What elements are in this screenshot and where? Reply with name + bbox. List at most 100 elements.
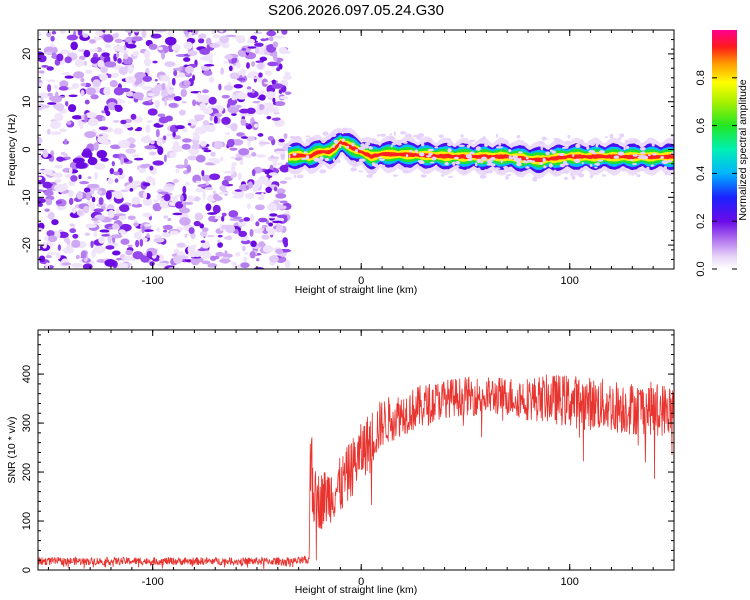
noise-blob — [85, 191, 92, 201]
track-speckle — [440, 174, 445, 177]
track-speckle — [589, 174, 593, 179]
track-speckle — [619, 133, 625, 138]
noise-blob — [115, 52, 120, 58]
noise-blob — [205, 181, 210, 186]
noise-blob — [255, 192, 267, 195]
noise-blob — [231, 94, 237, 101]
noise-blob — [241, 245, 246, 252]
noise-blob — [117, 262, 129, 269]
noise-blob — [94, 171, 98, 180]
noise-blob — [209, 173, 221, 181]
snr-frame — [37, 329, 675, 571]
noise-blob — [208, 76, 215, 83]
noise-blob — [61, 72, 71, 75]
noise-blob — [215, 251, 225, 257]
noise-blob — [165, 115, 173, 122]
track-speckle — [431, 156, 437, 161]
noise-blob — [212, 190, 216, 194]
noise-blob — [251, 152, 257, 157]
noise-blob — [95, 30, 104, 36]
noise-blob — [197, 38, 205, 44]
noise-blob — [99, 229, 110, 233]
noise-blob — [125, 148, 136, 154]
noise-blob — [249, 228, 254, 237]
track-speckle — [586, 145, 590, 150]
track-speckle — [482, 136, 486, 140]
noise-blob — [182, 185, 187, 194]
noise-blob — [152, 160, 164, 166]
noise-blob — [209, 43, 220, 49]
track-speckle — [436, 167, 441, 172]
snr-y-tick-label: 0 — [21, 567, 33, 573]
track-speckle — [671, 151, 674, 154]
track-speckle — [486, 169, 493, 174]
noise-blob — [246, 74, 255, 79]
noise-blob — [203, 149, 212, 153]
track-speckle — [339, 143, 342, 149]
noise-blob — [169, 152, 177, 158]
noise-blob — [226, 235, 232, 241]
noise-blob — [275, 224, 284, 233]
noise-blob — [268, 36, 274, 42]
track-speckle — [469, 151, 475, 155]
noise-blob — [44, 190, 54, 197]
noise-blob — [228, 210, 239, 218]
noise-blob — [285, 210, 290, 215]
noise-blob — [199, 223, 205, 229]
noise-blob — [274, 150, 286, 155]
noise-blob — [38, 255, 46, 263]
noise-blob — [187, 245, 196, 254]
noise-blob — [260, 38, 267, 42]
snr-panel: -100 0 100 0 100 200 300 400 Height of straight… — [6, 329, 675, 596]
track-speckle — [393, 131, 396, 137]
noise-blob — [239, 112, 248, 117]
noise-blob — [194, 253, 201, 258]
noise-blob — [103, 86, 111, 96]
track-speckle — [419, 152, 425, 157]
noise-blob — [116, 192, 124, 199]
colorbar-gradient — [712, 30, 737, 269]
noise-blob — [162, 135, 167, 141]
noise-blob — [132, 251, 144, 260]
track-speckle — [402, 170, 409, 174]
noise-blob — [194, 114, 206, 118]
track-speckle — [479, 174, 487, 179]
noise-blob — [61, 262, 72, 266]
track-speckle — [301, 157, 307, 160]
noise-blob — [183, 80, 191, 86]
noise-blob — [167, 218, 172, 222]
noise-blob — [55, 103, 65, 112]
noise-blob — [120, 238, 130, 245]
noise-blob — [51, 96, 62, 103]
noise-blob — [93, 163, 106, 170]
spectrogram-y-axis-label: Frequency (Hz) — [6, 114, 18, 186]
track-speckle — [296, 174, 304, 179]
noise-blob — [256, 258, 260, 262]
noise-blob — [132, 153, 139, 158]
noise-blob — [72, 233, 79, 239]
noise-blob — [187, 50, 198, 56]
noise-blob — [221, 94, 230, 99]
track-speckle — [507, 170, 514, 173]
noise-blob — [203, 64, 215, 67]
noise-blob — [80, 250, 87, 259]
noise-blob — [77, 30, 83, 36]
track-speckle — [516, 135, 521, 139]
track-speckle — [349, 160, 357, 165]
noise-blob — [113, 127, 124, 135]
track-speckle — [502, 166, 509, 169]
noise-blob — [66, 34, 79, 41]
noise-blob — [162, 224, 173, 230]
noise-blob — [59, 80, 69, 88]
track-speckle — [324, 157, 330, 162]
noise-blob — [122, 256, 134, 261]
noise-blob — [128, 176, 133, 183]
noise-blob — [123, 45, 127, 52]
track-speckle — [652, 152, 658, 156]
noise-blob — [83, 187, 91, 193]
colorbar: 0.0 0.2 0.4 0.6 0.8 Normalized spectral ampl… — [695, 30, 749, 277]
noise-blob — [138, 97, 144, 101]
noise-blob — [267, 61, 278, 67]
track-speckle — [454, 156, 459, 160]
noise-blob — [158, 191, 169, 195]
